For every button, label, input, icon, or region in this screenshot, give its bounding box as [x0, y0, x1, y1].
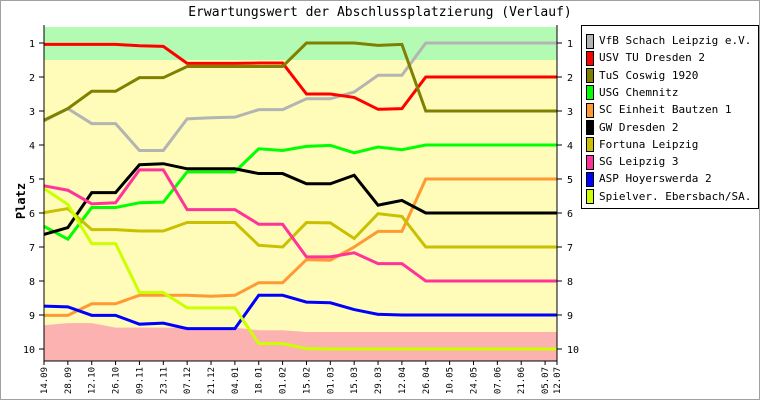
legend-item: USV TU Dresden 2 — [586, 50, 705, 66]
y-tick-label-right: 4 — [567, 141, 573, 152]
x-tick-label: 14.09 — [40, 367, 50, 394]
legend-swatch — [586, 189, 594, 205]
legend-swatch — [586, 102, 594, 118]
series-line-3 — [43, 41, 557, 122]
x-tick-label: 01.03 — [326, 367, 336, 394]
x-tick-label: 26.04 — [422, 367, 432, 394]
y-tick-label-right: 9 — [567, 311, 573, 322]
x-tick-label: 12.07 — [553, 367, 563, 394]
x-tick-label: 05.07 — [541, 367, 551, 394]
legend-item: Fortuna Leipzig — [586, 137, 699, 153]
y-tick-label-left: 4 — [29, 141, 35, 152]
series-line-8 — [43, 168, 557, 283]
y-tick-label-right: 6 — [567, 209, 573, 220]
legend-item: ASP Hoyerswerda 2 — [586, 171, 712, 187]
legend-item: Spielver. Ebersbach/SA. 1 — [586, 189, 760, 205]
y-tick-label-left: 9 — [29, 311, 35, 322]
x-tick-label: 04.01 — [231, 367, 241, 394]
x-tick-label: 15.03 — [350, 367, 360, 394]
legend-swatch — [586, 120, 594, 135]
legend-label: SC Einheit Bautzen 1 — [599, 103, 732, 117]
x-tick-label: 10.05 — [446, 367, 456, 394]
y-tick-label-left: 7 — [29, 243, 35, 254]
series-line-10 — [43, 187, 557, 351]
legend-label: Fortuna Leipzig — [599, 137, 699, 151]
y-tick-label-left: 2 — [29, 73, 35, 84]
legend-swatch — [586, 154, 594, 170]
legend-swatch — [586, 85, 594, 101]
legend-label: Spielver. Ebersbach/SA. 1 — [599, 189, 760, 203]
y-tick-label-left: 1 — [29, 39, 35, 50]
legend-label: ASP Hoyerswerda 2 — [599, 172, 712, 186]
x-tick-label: 07.12 — [183, 367, 193, 394]
x-tick-label: 01.02 — [279, 367, 289, 394]
x-tick-label: 07.06 — [493, 367, 503, 394]
legend-item: TuS Coswig 1920 — [586, 68, 699, 84]
y-tick-label-right: 3 — [567, 107, 573, 118]
series-line-6 — [43, 162, 557, 236]
legend-item: VfB Schach Leipzig e.V. 1 — [586, 33, 760, 49]
x-tick-label: 12.04 — [398, 367, 408, 394]
y-tick-label-right: 8 — [567, 277, 573, 288]
x-tick-label: 28.09 — [64, 367, 74, 394]
y-tick-label-left: 10 — [23, 345, 35, 356]
legend-swatch — [586, 68, 594, 84]
y-tick-label-right: 2 — [567, 73, 573, 84]
x-tick-label: 12.10 — [88, 367, 98, 394]
legend-swatch — [586, 171, 594, 187]
relegation-band — [44, 323, 557, 361]
x-tick-label: 09.11 — [135, 367, 145, 394]
x-tick-label: 26.10 — [112, 367, 122, 394]
legend-label: SG Leipzig 3 — [599, 155, 679, 169]
series-line-4 — [43, 143, 557, 242]
legend-item: USG Chemnitz — [586, 85, 679, 101]
y-tick-label-left: 8 — [29, 277, 35, 288]
legend-item: SC Einheit Bautzen 1 — [586, 102, 732, 118]
y-tick-label-left: 6 — [29, 209, 35, 220]
y-tick-label-right: 5 — [567, 175, 573, 186]
legend-label: USG Chemnitz — [599, 85, 679, 99]
legend-label: USV TU Dresden 2 — [599, 51, 705, 65]
legend-item: GW Dresden 2 — [586, 120, 678, 135]
x-tick-label: 21.06 — [517, 367, 527, 394]
series-line-1 — [43, 41, 557, 152]
x-tick-label: 24.05 — [469, 367, 479, 394]
legend-swatch — [586, 50, 594, 66]
series-line-9 — [43, 293, 557, 331]
y-tick-label-right: 10 — [567, 345, 579, 356]
legend-label: GW Dresden 2 — [599, 120, 679, 134]
legend-label: VfB Schach Leipzig e.V. 1 — [599, 34, 760, 47]
x-tick-label: 29.03 — [374, 367, 384, 394]
y-tick-label-left: 5 — [29, 175, 35, 186]
legend-swatch — [586, 33, 594, 49]
series-line-7 — [43, 206, 557, 249]
x-tick-label: 15.02 — [302, 367, 312, 394]
y-tick-label-right: 1 — [567, 39, 573, 50]
x-tick-label: 18.01 — [255, 367, 265, 394]
series-line-5 — [44, 177, 557, 317]
legend-item: SG Leipzig 3 — [586, 154, 679, 170]
y-tick-label-left: 3 — [29, 107, 35, 118]
series-line-2 — [44, 42, 557, 111]
legend-label: TuS Coswig 1920 — [599, 68, 699, 82]
legend-swatch — [586, 137, 594, 153]
x-tick-label: 23.11 — [159, 367, 169, 394]
y-tick-label-right: 7 — [567, 243, 573, 254]
legend: VfB Schach Leipzig e.V. 1 USV TU Dresden … — [581, 25, 759, 209]
chart-title: Erwartungswert der Abschlussplatzierung … — [188, 5, 572, 20]
x-tick-label: 21.12 — [207, 367, 217, 394]
